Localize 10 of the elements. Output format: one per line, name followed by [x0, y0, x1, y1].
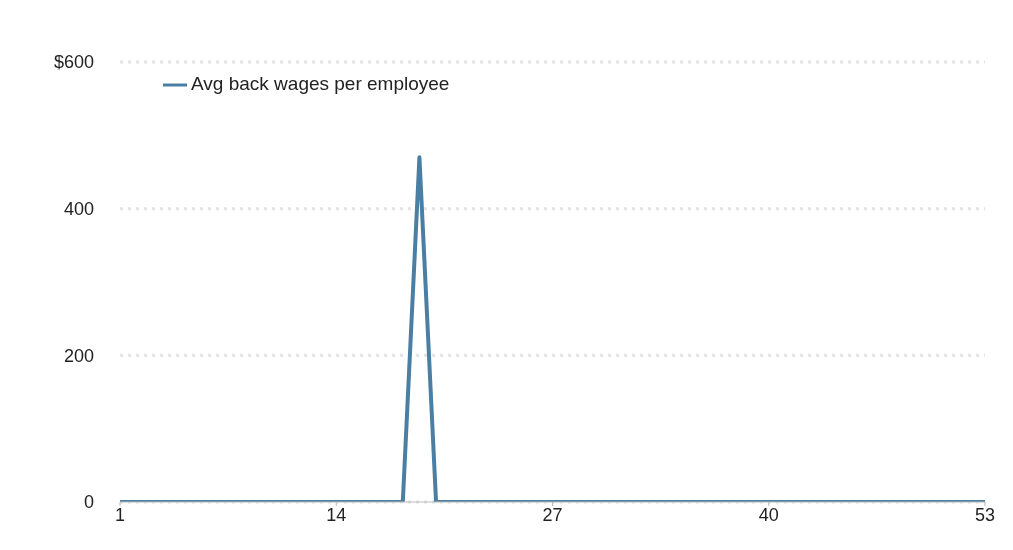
x-tick-label: 40 [758, 504, 779, 525]
x-tick-label: 27 [542, 504, 563, 525]
y-tick-label: 400 [63, 199, 94, 220]
y-tick-label: 0 [83, 492, 94, 513]
x-tick-label: 1 [114, 504, 126, 525]
x-tick-label: 14 [326, 504, 347, 525]
x-tick-label: 53 [974, 504, 996, 525]
y-tick-label: $600 [53, 52, 94, 73]
legend-label: Avg back wages per employee [191, 73, 450, 95]
y-tick-label: 200 [63, 345, 94, 366]
